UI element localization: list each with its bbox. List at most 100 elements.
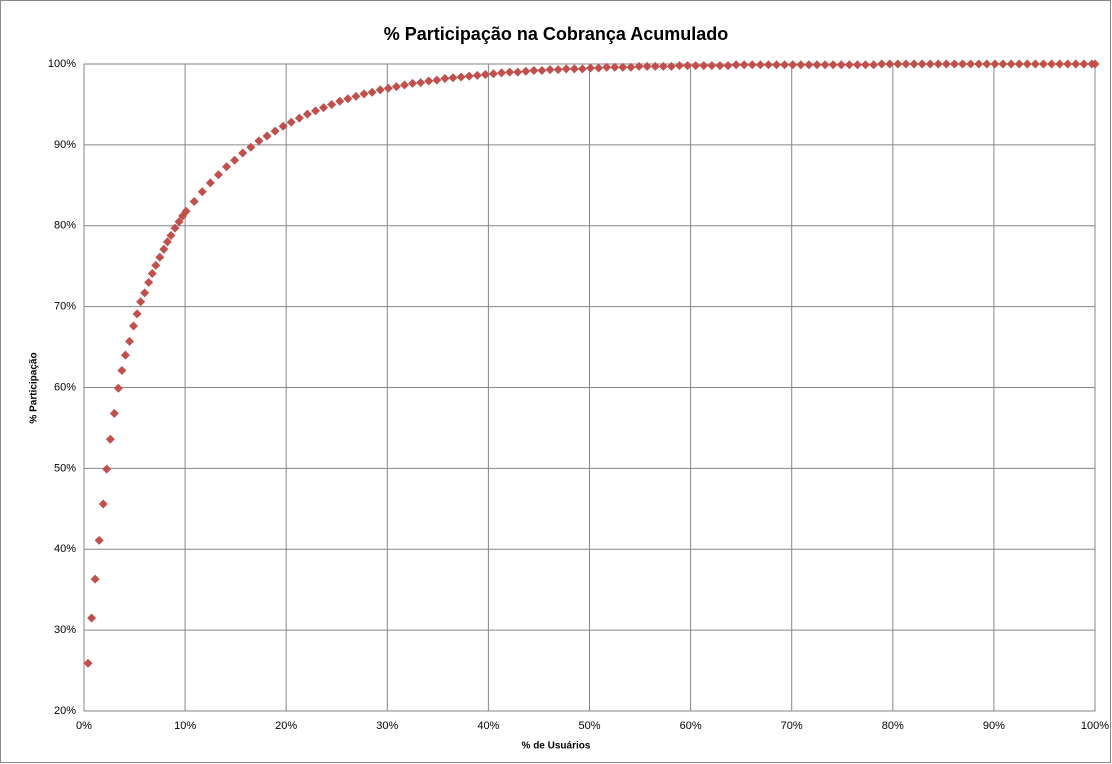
marker — [1079, 59, 1089, 69]
marker — [666, 61, 676, 71]
marker — [553, 65, 563, 75]
marker — [327, 99, 337, 109]
marker — [113, 383, 123, 393]
marker — [1006, 59, 1016, 69]
marker — [140, 288, 150, 298]
x-tick-label: 60% — [680, 720, 702, 732]
marker — [120, 350, 130, 360]
marker — [270, 126, 280, 136]
y-tick-label: 100% — [48, 58, 76, 70]
marker — [974, 59, 984, 69]
marker — [594, 63, 604, 73]
marker — [513, 67, 523, 77]
y-tick-label: 80% — [54, 220, 76, 232]
x-tick-label: 30% — [376, 720, 398, 732]
marker — [238, 148, 248, 158]
marker — [966, 59, 976, 69]
marker — [155, 252, 165, 262]
marker — [464, 71, 474, 81]
marker — [739, 60, 749, 70]
x-tick-label: 40% — [477, 720, 499, 732]
marker — [707, 61, 717, 71]
marker — [650, 61, 660, 71]
marker — [933, 59, 943, 69]
marker — [102, 464, 112, 474]
marker — [561, 64, 571, 74]
marker — [537, 65, 547, 75]
marker — [836, 60, 846, 70]
marker — [174, 217, 184, 227]
marker — [747, 60, 757, 70]
marker — [497, 68, 507, 78]
marker — [448, 73, 458, 83]
marker — [772, 60, 782, 70]
marker — [335, 96, 345, 106]
marker — [399, 80, 409, 90]
marker — [545, 65, 555, 75]
marker — [998, 59, 1008, 69]
marker — [472, 70, 482, 80]
marker — [480, 70, 490, 80]
marker — [294, 113, 304, 123]
marker — [189, 196, 199, 206]
marker — [98, 499, 108, 509]
marker — [230, 155, 240, 165]
x-tick-label: 90% — [983, 720, 1005, 732]
y-tick-label: 70% — [54, 301, 76, 313]
marker — [1022, 59, 1032, 69]
marker — [941, 59, 951, 69]
x-tick-label: 50% — [578, 720, 600, 732]
marker — [586, 63, 596, 73]
y-axis-title: % Participação — [29, 352, 40, 423]
marker — [83, 658, 93, 668]
marker — [408, 78, 418, 88]
marker — [909, 59, 919, 69]
marker — [610, 62, 620, 72]
y-tick-label: 30% — [54, 624, 76, 636]
x-tick-label: 80% — [882, 720, 904, 732]
marker — [124, 336, 134, 346]
marker — [1047, 59, 1057, 69]
marker — [456, 72, 466, 82]
marker — [844, 60, 854, 70]
marker — [162, 237, 172, 247]
x-tick-label: 100% — [1081, 720, 1109, 732]
x-tick-label: 20% — [275, 720, 297, 732]
marker — [982, 59, 992, 69]
marker — [151, 260, 161, 270]
marker — [949, 59, 959, 69]
marker — [105, 434, 115, 444]
marker — [877, 59, 887, 69]
marker — [820, 60, 830, 70]
marker — [94, 535, 104, 545]
marker — [319, 103, 329, 113]
marker — [432, 75, 442, 85]
x-tick-label: 70% — [781, 720, 803, 732]
marker — [90, 574, 100, 584]
marker — [109, 408, 119, 418]
marker — [683, 61, 693, 71]
marker — [529, 65, 539, 75]
y-tick-label: 90% — [54, 139, 76, 151]
marker — [302, 109, 312, 119]
x-tick-label: 10% — [174, 720, 196, 732]
marker — [1090, 59, 1100, 69]
marker — [1038, 59, 1048, 69]
chart-title: % Participação na Cobrança Acumulado — [384, 24, 728, 44]
marker — [901, 59, 911, 69]
marker — [254, 136, 264, 146]
marker — [804, 60, 814, 70]
marker — [1055, 59, 1065, 69]
marker — [715, 61, 725, 71]
marker — [788, 60, 798, 70]
marker — [869, 60, 879, 70]
marker — [780, 60, 790, 70]
marker — [488, 69, 498, 79]
marker — [674, 61, 684, 71]
marker — [1014, 59, 1024, 69]
marker — [367, 87, 377, 97]
marker — [117, 366, 127, 376]
y-tick-label: 60% — [54, 381, 76, 393]
marker — [917, 59, 927, 69]
